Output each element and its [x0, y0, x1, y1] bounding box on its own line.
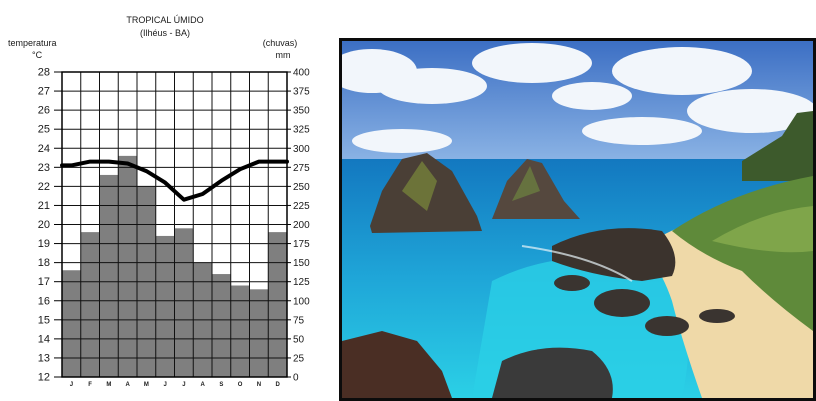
- rainfall-bar: [81, 232, 100, 377]
- month-label: J: [70, 382, 73, 388]
- left-axis-tick-label: 14: [38, 333, 50, 345]
- right-axis-tick-label: 75: [293, 315, 305, 326]
- temperature-point: [239, 168, 241, 170]
- left-axis-tick-label: 25: [38, 124, 50, 136]
- right-axis-tick-label: 225: [293, 201, 310, 212]
- rainfall-bar: [268, 232, 287, 377]
- temperature-point: [108, 160, 110, 162]
- right-axis-tick-label: 100: [293, 296, 310, 307]
- left-axis-tick-label: 28: [38, 67, 50, 79]
- left-axis-tick-label: 13: [38, 352, 50, 364]
- rainfall-bar: [212, 274, 231, 377]
- left-axis-tick-label: 26: [38, 105, 50, 117]
- right-axis-tick-label: 0: [293, 373, 299, 384]
- temperature-point: [183, 199, 185, 201]
- left-axis-tick-label: 27: [38, 86, 50, 98]
- left-axis-tick-label: 15: [38, 314, 50, 326]
- right-axis-tick-label: 175: [293, 239, 310, 250]
- rainfall-bar: [175, 228, 194, 377]
- temperature-point: [70, 164, 72, 166]
- right-axis-tick-label: 150: [293, 258, 310, 269]
- right-axis-tick-label: 250: [293, 182, 310, 193]
- left-axis-tick-label: 12: [38, 372, 50, 384]
- right-axis-tick-label: 200: [293, 220, 310, 231]
- temperature-point: [145, 170, 147, 172]
- month-label: A: [125, 382, 130, 388]
- rainfall-bar: [250, 289, 269, 377]
- left-axis-tick-label: 19: [38, 238, 50, 250]
- temperature-point: [126, 162, 128, 164]
- left-axis-label: temperatura: [8, 38, 57, 48]
- climate-chart: TROPICAL ÚMIDO (Ilhéus - BA) temperatura…: [0, 0, 330, 401]
- month-label: N: [257, 382, 261, 388]
- right-axis-tick-label: 375: [293, 87, 310, 98]
- chart-subtitle: (Ilhéus - BA): [140, 28, 190, 38]
- right-axis-tick-label: 400: [293, 68, 310, 79]
- right-axis-tick-label: 350: [293, 106, 310, 117]
- right-axis-tick-label: 275: [293, 163, 310, 174]
- month-label: J: [182, 382, 185, 388]
- month-label: M: [106, 382, 111, 388]
- right-axis-label: (chuvas): [263, 38, 298, 48]
- right-axis-unit: mm: [276, 50, 291, 60]
- month-label: O: [238, 382, 243, 388]
- left-axis-tick-label: 20: [38, 219, 50, 231]
- left-axis-tick-label: 24: [38, 143, 50, 155]
- right-axis-tick-label: 125: [293, 277, 310, 288]
- month-label: D: [275, 382, 280, 388]
- temperature-point: [164, 181, 166, 183]
- right-axis-tick-label: 300: [293, 144, 310, 155]
- beach-photo-illustration: [342, 41, 813, 398]
- left-axis-tick-label: 21: [38, 200, 50, 212]
- temperature-point: [89, 160, 91, 162]
- month-label: F: [88, 382, 92, 388]
- month-label: J: [163, 382, 166, 388]
- temperature-point: [258, 160, 260, 162]
- left-axis-tick-label: 22: [38, 181, 50, 193]
- rainfall-bar: [118, 156, 137, 377]
- chart-title: TROPICAL ÚMIDO: [126, 15, 203, 25]
- rainfall-bar: [62, 270, 81, 377]
- right-axis-tick-label: 25: [293, 353, 305, 364]
- month-label: S: [219, 382, 223, 388]
- right-axis-tick-label: 50: [293, 334, 305, 345]
- left-axis-tick-label: 17: [38, 276, 50, 288]
- month-label: A: [200, 382, 205, 388]
- left-axis-tick-label: 23: [38, 162, 50, 174]
- beach-photo: [339, 38, 816, 401]
- left-axis-tick-label: 18: [38, 257, 50, 269]
- rainfall-bar: [231, 286, 250, 378]
- left-axis-unit: °C: [32, 50, 43, 60]
- left-axis-tick-label: 16: [38, 295, 50, 307]
- rainfall-bar: [156, 236, 175, 377]
- month-label: M: [144, 382, 149, 388]
- right-axis-tick-label: 325: [293, 125, 310, 136]
- temperature-point: [220, 179, 222, 181]
- temperature-point: [201, 193, 203, 195]
- temperature-point: [276, 160, 278, 162]
